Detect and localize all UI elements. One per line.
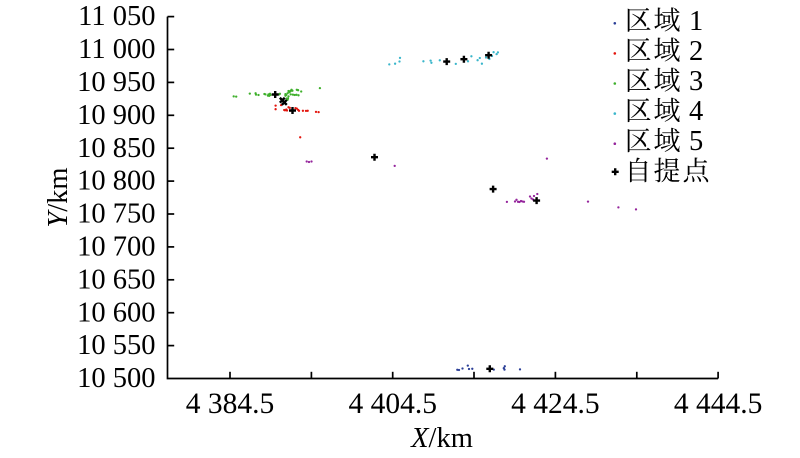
svg-text:2: 2 — [689, 36, 703, 67]
svg-text:10 550: 10 550 — [77, 330, 155, 361]
svg-text:10 800: 10 800 — [77, 166, 155, 197]
svg-text:11 050: 11 050 — [78, 1, 155, 32]
svg-text:3: 3 — [689, 66, 703, 97]
svg-text:11 000: 11 000 — [78, 34, 155, 65]
svg-text:1: 1 — [689, 6, 703, 37]
svg-text:Y/km: Y/km — [43, 167, 74, 227]
svg-text:10 900: 10 900 — [77, 100, 155, 131]
svg-text:10 500: 10 500 — [77, 363, 155, 394]
svg-text:10 750: 10 750 — [77, 199, 155, 230]
svg-text:4 424.5: 4 424.5 — [511, 388, 600, 420]
svg-text:10 950: 10 950 — [77, 67, 155, 98]
svg-text:4 444.5: 4 444.5 — [674, 388, 763, 420]
svg-text:X/km: X/km — [410, 423, 473, 454]
svg-text:4 404.5: 4 404.5 — [348, 388, 437, 420]
svg-text:4: 4 — [689, 96, 703, 127]
svg-text:5: 5 — [689, 126, 703, 157]
svg-text:10 650: 10 650 — [77, 264, 155, 295]
svg-text:10 850: 10 850 — [77, 133, 155, 164]
svg-text:4 384.5: 4 384.5 — [186, 388, 275, 420]
svg-text:10 600: 10 600 — [77, 297, 155, 328]
svg-text:10 700: 10 700 — [77, 232, 155, 263]
